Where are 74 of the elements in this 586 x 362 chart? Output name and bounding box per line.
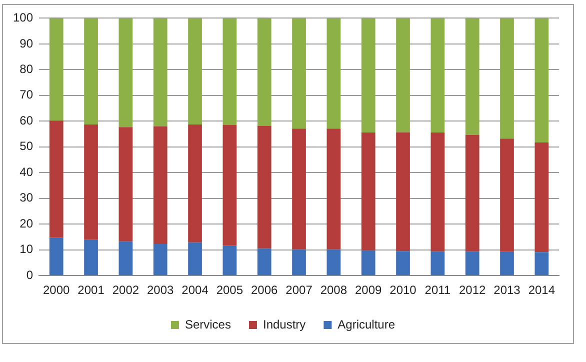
bar: [465, 135, 480, 252]
y-tick-label: 30: [20, 190, 34, 205]
bar: [49, 120, 64, 238]
x-tick-label: 2007: [286, 283, 313, 298]
legend-label: Industry: [262, 317, 306, 332]
x-tick-label: 2014: [528, 283, 556, 298]
legend-label: Agriculture: [338, 317, 396, 332]
bar: [153, 126, 168, 244]
y-tick-label: 20: [20, 216, 34, 230]
bar: [500, 252, 514, 276]
y-tick-label: 100: [12, 10, 34, 25]
y-tick-label: 70: [20, 88, 34, 102]
bar: [534, 252, 549, 276]
y-tick-label: 90: [20, 36, 34, 50]
bar: [257, 126, 272, 248]
bar: [188, 124, 202, 242]
bar: [257, 248, 272, 276]
x-tick-label: 2005: [216, 283, 244, 298]
bar: [84, 124, 98, 240]
bar: [534, 18, 549, 143]
bar: [153, 18, 168, 126]
bar: [188, 242, 202, 276]
bar: [49, 238, 64, 276]
bar: [396, 18, 410, 132]
bar: [84, 240, 98, 276]
bar: [292, 18, 306, 129]
bar: [292, 128, 306, 250]
bar: [257, 18, 272, 126]
bar: [118, 127, 133, 242]
bar: [465, 251, 480, 276]
bar: [118, 241, 133, 276]
bar: [396, 251, 410, 276]
y-tick-label: 0: [26, 268, 34, 282]
x-tick-label: 2001: [78, 283, 105, 298]
bar: [118, 18, 133, 128]
bar: [361, 132, 376, 250]
bar: [188, 18, 202, 125]
bar: [465, 18, 480, 136]
bar: [326, 128, 341, 250]
bar: [49, 18, 64, 121]
x-tick-label: 2008: [320, 283, 348, 298]
x-tick-label: 2009: [354, 283, 382, 298]
bar: [84, 18, 98, 125]
bar: [153, 244, 168, 276]
y-tick-label: 80: [20, 62, 34, 76]
bar: [326, 18, 341, 129]
x-tick-label: 2011: [424, 283, 451, 298]
x-tick-label: 2000: [43, 283, 70, 298]
bar: [222, 124, 237, 246]
x-tick-label: 2013: [494, 283, 521, 298]
bar: [222, 246, 237, 276]
bar: [361, 18, 376, 132]
bar: [500, 138, 514, 252]
x-tick-label: 2003: [147, 283, 174, 298]
bar: [430, 18, 445, 132]
x-tick-label: 2002: [112, 283, 140, 298]
y-tick-label: 40: [20, 164, 34, 179]
bar: [534, 142, 549, 252]
y-tick-label: 50: [20, 139, 34, 154]
x-tick-label: 2010: [390, 283, 417, 298]
bar: [292, 249, 306, 276]
x-tick-label: 2006: [250, 283, 278, 298]
bar: [430, 132, 445, 252]
y-tick-label: 10: [20, 242, 34, 256]
y-tick-label: 60: [20, 113, 34, 128]
x-tick-label: 2012: [458, 283, 486, 298]
bar: [500, 18, 514, 139]
bar: [326, 249, 341, 276]
bar: [430, 251, 445, 276]
x-tick-label: 2004: [182, 283, 209, 298]
legend-label: Services: [184, 317, 231, 332]
bar: [396, 132, 410, 252]
bar: [361, 250, 376, 276]
bar: [222, 18, 237, 125]
